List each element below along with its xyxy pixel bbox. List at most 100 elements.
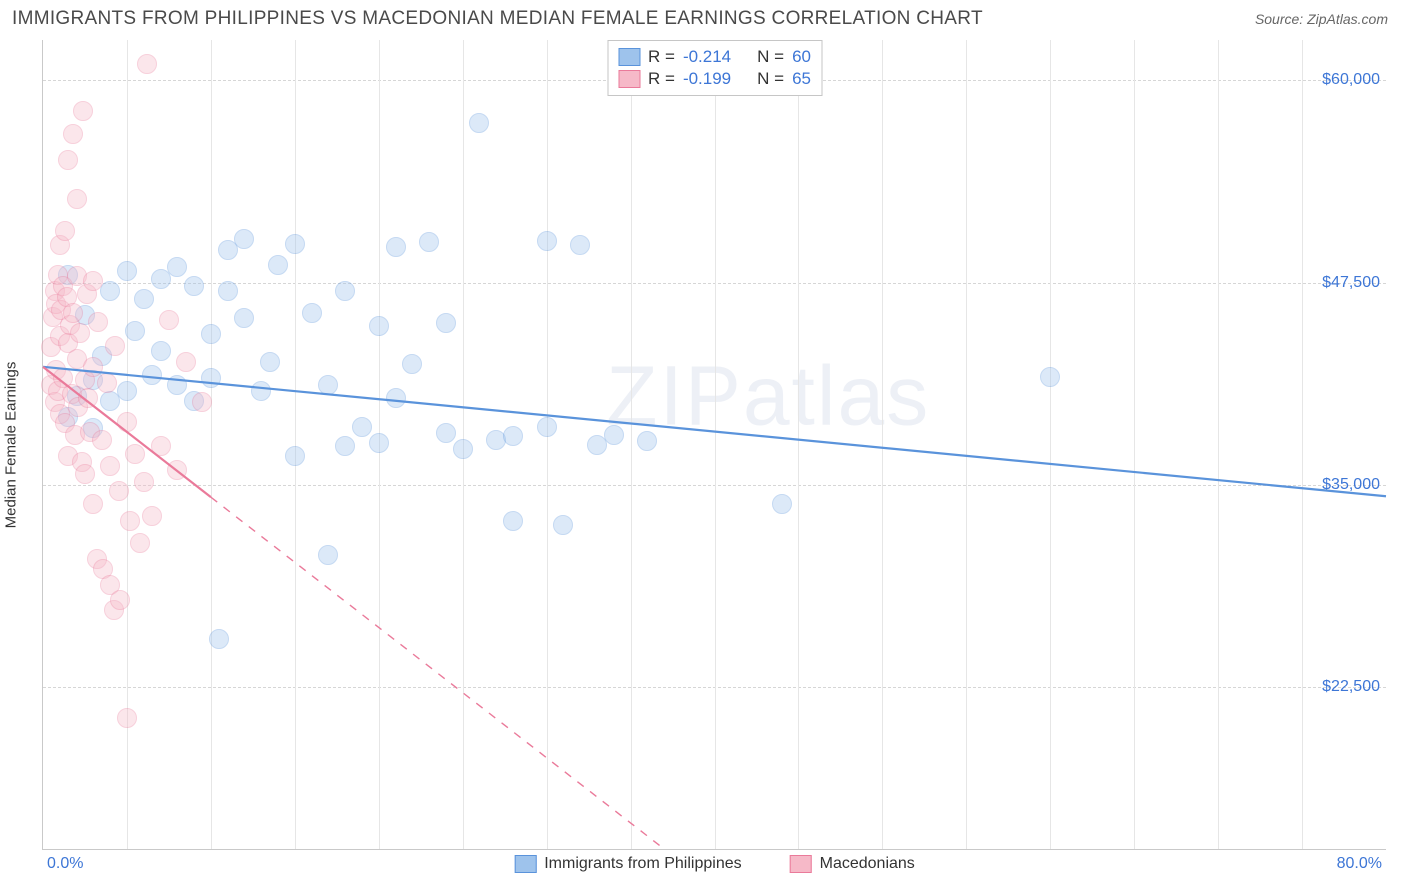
scatter-point-macedonian: [134, 472, 154, 492]
scatter-point-philippines: [218, 281, 238, 301]
scatter-point-philippines: [537, 417, 557, 437]
scatter-point-macedonian: [75, 464, 95, 484]
y-tick-label: $60,000: [1322, 71, 1380, 89]
scatter-point-philippines: [537, 231, 557, 251]
gridline-x: [715, 40, 716, 849]
scatter-point-macedonian: [105, 336, 125, 356]
scatter-point-philippines: [134, 289, 154, 309]
scatter-point-macedonian: [142, 506, 162, 526]
y-tick-label: $47,500: [1322, 274, 1380, 292]
scatter-point-philippines: [386, 237, 406, 257]
scatter-point-macedonian: [109, 481, 129, 501]
scatter-point-philippines: [503, 511, 523, 531]
legend-label-series2: Macedonians: [820, 855, 915, 873]
scatter-point-macedonian: [70, 323, 90, 343]
scatter-point-philippines: [419, 232, 439, 252]
correlation-row-series1: R = -0.214 N = 60: [618, 47, 811, 67]
scatter-point-macedonian: [97, 373, 117, 393]
scatter-point-philippines: [201, 368, 221, 388]
scatter-point-macedonian: [88, 312, 108, 332]
scatter-point-philippines: [151, 269, 171, 289]
legend-swatch-series2: [790, 855, 812, 873]
scatter-point-philippines: [318, 545, 338, 565]
gridline-x: [1050, 40, 1051, 849]
scatter-point-philippines: [151, 341, 171, 361]
source-attribution: Source: ZipAtlas.com: [1255, 11, 1388, 27]
scatter-point-philippines: [167, 257, 187, 277]
scatter-point-macedonian: [137, 54, 157, 74]
gridline-x: [882, 40, 883, 849]
scatter-point-philippines: [553, 515, 573, 535]
scatter-point-macedonian: [159, 310, 179, 330]
scatter-point-macedonian: [73, 101, 93, 121]
scatter-point-philippines: [1040, 367, 1060, 387]
y-tick-label: $22,500: [1322, 678, 1380, 696]
scatter-point-macedonian: [83, 271, 103, 291]
scatter-point-philippines: [234, 229, 254, 249]
scatter-point-philippines: [285, 446, 305, 466]
scatter-point-philippines: [167, 375, 187, 395]
scatter-point-macedonian: [151, 436, 171, 456]
correlation-scatter-chart: Median Female Earnings ZIPatlas $22,500$…: [42, 40, 1386, 850]
scatter-point-philippines: [260, 352, 280, 372]
scatter-point-philippines: [369, 433, 389, 453]
gridline-x: [211, 40, 212, 849]
gridline-x: [966, 40, 967, 849]
gridline-x: [631, 40, 632, 849]
scatter-point-philippines: [453, 439, 473, 459]
scatter-point-macedonian: [100, 456, 120, 476]
plot-area: $22,500$35,000$47,500$60,0000.0%80.0%: [43, 40, 1386, 849]
scatter-point-philippines: [335, 281, 355, 301]
y-axis-title: Median Female Earnings: [3, 361, 20, 528]
scatter-point-philippines: [503, 426, 523, 446]
gridline-x: [798, 40, 799, 849]
scatter-point-macedonian: [117, 708, 137, 728]
scatter-point-macedonian: [78, 388, 98, 408]
r-label: R =: [648, 69, 675, 89]
scatter-point-philippines: [234, 308, 254, 328]
scatter-point-macedonian: [176, 352, 196, 372]
swatch-series1: [618, 48, 640, 66]
scatter-point-philippines: [436, 313, 456, 333]
scatter-point-macedonian: [55, 221, 75, 241]
legend-item-series2: Macedonians: [790, 855, 915, 873]
scatter-point-philippines: [386, 388, 406, 408]
scatter-point-macedonian: [167, 460, 187, 480]
swatch-series2: [618, 70, 640, 88]
scatter-point-philippines: [436, 423, 456, 443]
scatter-point-philippines: [100, 281, 120, 301]
gridline-x: [1134, 40, 1135, 849]
scatter-point-philippines: [772, 494, 792, 514]
scatter-point-philippines: [117, 261, 137, 281]
scatter-point-philippines: [402, 354, 422, 374]
scatter-point-macedonian: [92, 430, 112, 450]
scatter-point-macedonian: [192, 392, 212, 412]
scatter-point-macedonian: [67, 189, 87, 209]
scatter-point-philippines: [335, 436, 355, 456]
scatter-point-philippines: [117, 381, 137, 401]
n-value-series2: 65: [792, 69, 811, 89]
y-tick-label: $35,000: [1322, 476, 1380, 494]
x-axis-max-label: 80.0%: [1337, 855, 1382, 873]
scatter-point-macedonian: [130, 533, 150, 553]
scatter-point-philippines: [469, 113, 489, 133]
scatter-point-philippines: [251, 381, 271, 401]
scatter-point-macedonian: [125, 444, 145, 464]
scatter-point-macedonian: [120, 511, 140, 531]
scatter-point-philippines: [318, 375, 338, 395]
gridline-x: [1218, 40, 1219, 849]
chart-header: IMMIGRANTS FROM PHILIPPINES VS MACEDONIA…: [0, 0, 1406, 36]
scatter-point-philippines: [125, 321, 145, 341]
scatter-point-philippines: [302, 303, 322, 323]
r-value-series1: -0.214: [683, 47, 731, 67]
scatter-point-macedonian: [63, 303, 83, 323]
scatter-point-philippines: [637, 431, 657, 451]
legend-swatch-series1: [514, 855, 536, 873]
scatter-point-philippines: [184, 276, 204, 296]
scatter-point-philippines: [570, 235, 590, 255]
scatter-point-macedonian: [63, 124, 83, 144]
x-axis-min-label: 0.0%: [47, 855, 83, 873]
scatter-point-philippines: [142, 365, 162, 385]
gridline-x: [1302, 40, 1303, 849]
correlation-legend: R = -0.214 N = 60 R = -0.199 N = 65: [607, 40, 822, 96]
